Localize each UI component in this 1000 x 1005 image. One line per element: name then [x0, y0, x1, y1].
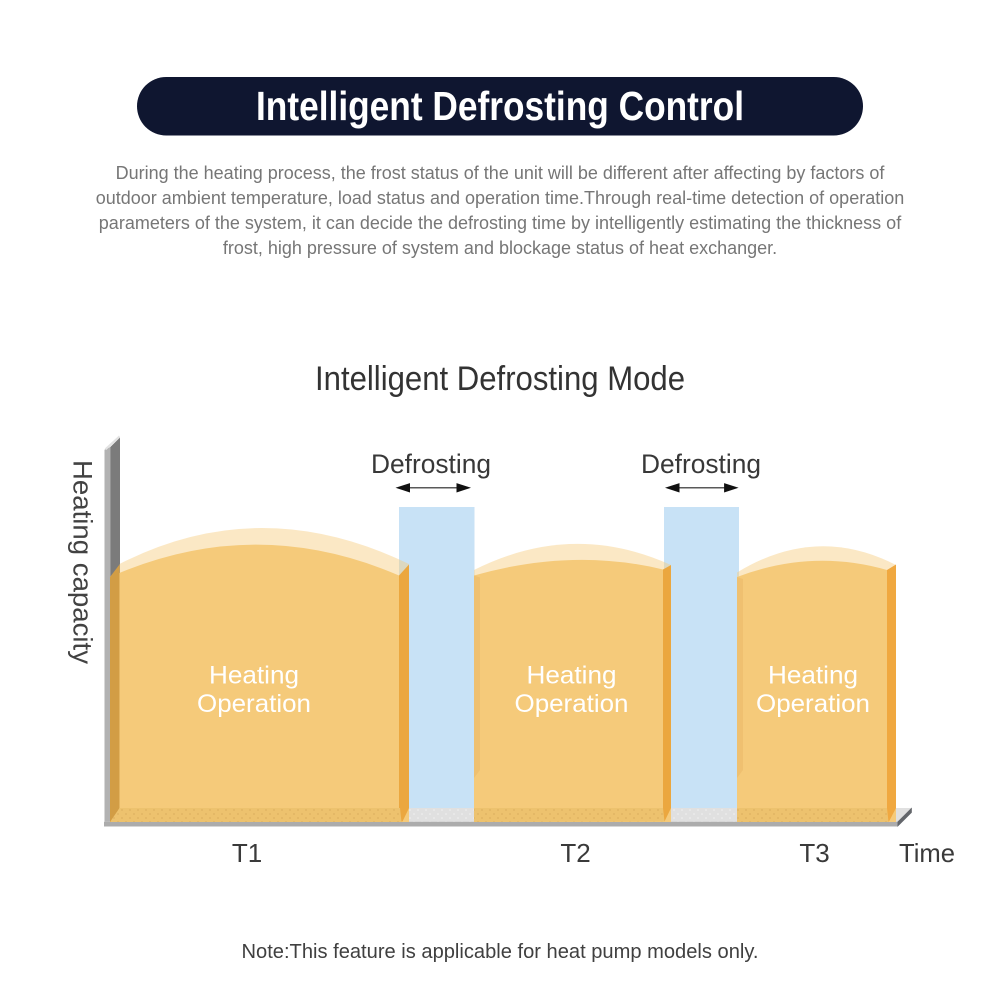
svg-text:During the heating process, th: During the heating process, the frost st… — [116, 163, 886, 183]
svg-text:Heating capacity: Heating capacity — [68, 460, 98, 664]
svg-text:Defrosting: Defrosting — [371, 449, 491, 479]
svg-text:Note:This feature is applicabl: Note:This feature is applicable for heat… — [242, 941, 759, 963]
svg-text:T3: T3 — [799, 838, 829, 868]
svg-text:Intelligent Defrosting Control: Intelligent Defrosting Control — [256, 83, 744, 129]
svg-text:Intelligent Defrosting Mode: Intelligent Defrosting Mode — [315, 360, 685, 398]
svg-text:Time: Time — [899, 838, 955, 868]
svg-text:Operation: Operation — [756, 690, 870, 718]
svg-text:Operation: Operation — [197, 690, 311, 718]
svg-text:Defrosting: Defrosting — [641, 449, 761, 479]
svg-text:outdoor ambient temperature, l: outdoor ambient temperature, load status… — [96, 188, 904, 208]
svg-text:Heating: Heating — [527, 662, 617, 690]
svg-text:T1: T1 — [232, 838, 262, 868]
svg-text:Operation: Operation — [515, 690, 629, 718]
svg-text:Heating: Heating — [768, 662, 858, 690]
svg-text:Heating: Heating — [209, 662, 299, 690]
svg-text:frost, high pressure of system: frost, high pressure of system and block… — [223, 238, 777, 258]
svg-text:parameters of the system, it c: parameters of the system, it can decide … — [99, 213, 902, 233]
svg-text:T2: T2 — [560, 838, 590, 868]
